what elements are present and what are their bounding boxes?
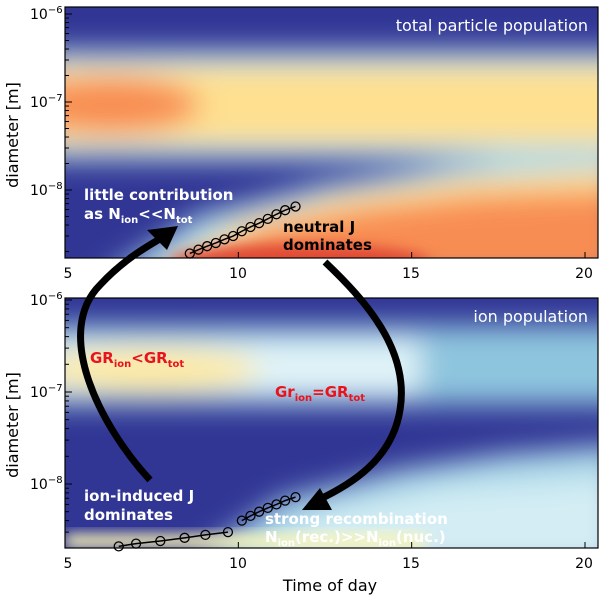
data-point xyxy=(200,529,211,541)
data-point xyxy=(279,205,291,216)
y-tick-label: 10−6 xyxy=(30,291,63,309)
data-point xyxy=(262,502,273,514)
data-point xyxy=(271,499,282,510)
annotation-gr-ion-equal: Grion=GRtot xyxy=(275,383,365,404)
data-point xyxy=(253,218,265,229)
growth-rate-markers xyxy=(113,201,301,552)
y-tick-label: 10−8 xyxy=(30,475,63,493)
arrows xyxy=(77,226,405,510)
data-point xyxy=(113,541,124,552)
annotation-strong-recombination: strong recombination Nion(rec.)>>Nion(nu… xyxy=(265,510,453,549)
x-axis-label: Time of day xyxy=(282,576,377,595)
data-point xyxy=(253,506,265,517)
annotation-ion-induced: ion-induced J dominates xyxy=(84,487,199,524)
y-tick-label: 10−8 xyxy=(30,181,63,199)
data-point xyxy=(201,241,213,252)
top-y-axis-label: diameter [m] xyxy=(3,82,22,188)
growth-rate-line xyxy=(118,531,229,548)
x-tick-label: 5 xyxy=(64,266,73,282)
heat-band xyxy=(173,244,427,258)
data-point xyxy=(236,226,247,237)
data-point xyxy=(236,515,247,526)
growth-rate-line xyxy=(189,205,296,255)
bottom-y-tick-labels: 10−6 10−7 10−8 xyxy=(30,291,63,493)
heat-band xyxy=(65,348,260,392)
top-heatmap xyxy=(65,7,598,258)
data-point xyxy=(271,209,282,220)
axis-ticks xyxy=(64,13,586,548)
y-tick-label: 10−6 xyxy=(30,5,63,23)
heat-band xyxy=(272,479,598,548)
right-curved-arrow xyxy=(316,259,405,504)
data-point xyxy=(222,526,234,538)
bottom-heatmap xyxy=(65,298,598,548)
data-point xyxy=(245,221,256,233)
arrowhead-icon xyxy=(302,488,332,510)
data-point xyxy=(262,213,273,225)
annotation-little-contribution: little contribution as Nion<<Ntot xyxy=(84,186,239,226)
bottom-x-tick-labels: 5 10 15 20 xyxy=(64,556,593,572)
top-panel-title: total particle population xyxy=(396,16,588,35)
data-point xyxy=(279,495,291,506)
growth-rate-line xyxy=(241,496,296,522)
annotation-gr-ion-less: GRion<GRtot xyxy=(90,349,184,370)
heat-band xyxy=(65,534,425,548)
data-point xyxy=(155,535,166,547)
data-point xyxy=(210,237,221,249)
arrowhead-icon xyxy=(147,226,178,250)
top-x-tick-labels: 5 10 15 20 xyxy=(64,266,593,282)
data-point xyxy=(227,230,239,242)
y-tick-label: 10−7 xyxy=(30,93,63,111)
left-curved-arrow xyxy=(77,234,165,483)
x-tick-label: 10 xyxy=(229,556,247,572)
x-tick-label: 20 xyxy=(575,266,593,282)
x-tick-label: 20 xyxy=(575,556,593,572)
x-tick-label: 10 xyxy=(229,266,247,282)
data-point xyxy=(290,491,301,503)
annotation-neutral-dominates: neutral J dominates xyxy=(283,218,372,254)
data-point xyxy=(245,510,256,522)
bottom-axes-frame xyxy=(64,297,599,549)
top-y-tick-labels: 10−6 10−7 10−8 xyxy=(30,5,63,199)
x-tick-label: 5 xyxy=(64,556,73,572)
bottom-y-axis-label: diameter [m] xyxy=(3,372,22,478)
data-point xyxy=(219,234,230,245)
heat-band xyxy=(220,190,598,258)
data-point xyxy=(290,201,301,212)
data-point xyxy=(179,532,190,543)
heat-band xyxy=(65,77,200,133)
x-tick-label: 15 xyxy=(402,266,420,282)
top-axes-frame xyxy=(64,6,599,259)
x-tick-label: 15 xyxy=(402,556,420,572)
bottom-panel-title: ion population xyxy=(473,307,588,326)
data-point xyxy=(193,244,204,255)
y-tick-label: 10−7 xyxy=(30,383,63,401)
